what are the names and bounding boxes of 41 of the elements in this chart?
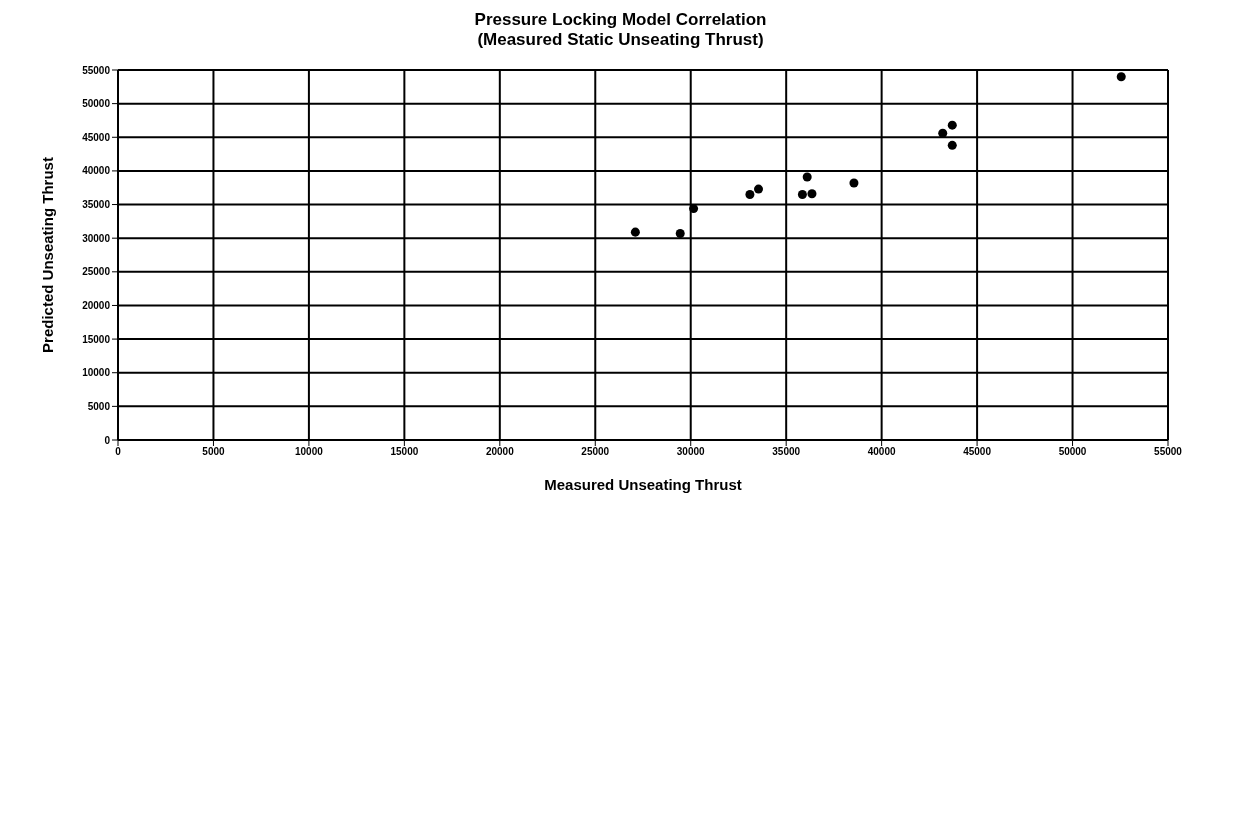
x-tick-label: 35000 (772, 446, 801, 458)
y-tick-label: 30000 (82, 232, 111, 244)
point (802, 172, 812, 182)
y-tick-label: 25000 (82, 266, 111, 278)
point (807, 189, 817, 199)
chart-subtitle: (Measured Static Unseating Thrust) (476, 30, 765, 50)
point (938, 128, 948, 138)
point (689, 204, 699, 214)
y-tick-label: 45000 (82, 131, 111, 143)
x-axis-title: Measured Unseating Thrust (544, 476, 742, 493)
y-axis-title: Predicted Unseating Thrust (39, 157, 57, 353)
x-tick-label: 40000 (867, 446, 896, 458)
x-tick-label: 25000 (581, 446, 610, 458)
point (745, 189, 755, 199)
y-tick-label: 0 (104, 434, 111, 446)
y-tick-label: 55000 (82, 64, 111, 76)
chart-title: Pressure Locking Model Correlation (473, 10, 768, 30)
y-tick-label: 15000 (82, 333, 111, 345)
x-tick-label: 15000 (390, 446, 419, 458)
x-tick-label: 45000 (963, 446, 992, 458)
y-tick-label: 50000 (82, 98, 111, 110)
point (753, 184, 764, 194)
point (947, 140, 957, 150)
y-tick-label: 5000 (87, 400, 111, 412)
x-tick-label: 55000 (1154, 446, 1183, 458)
x-tick-label: 5000 (202, 446, 226, 458)
point (630, 227, 640, 237)
point (1116, 72, 1126, 82)
point (797, 189, 807, 199)
x-tick-label: 30000 (676, 446, 706, 458)
x-tick-label: 20000 (485, 446, 515, 458)
point (947, 120, 957, 130)
y-tick-label: 20000 (82, 300, 111, 311)
y-tick-label: 10000 (82, 367, 111, 379)
y-tick-label: 35000 (82, 199, 111, 211)
x-tick-label: 10000 (295, 446, 324, 458)
point (675, 228, 685, 238)
x-tick-label: 50000 (1058, 446, 1087, 458)
point (849, 178, 859, 188)
y-tick-label: 40000 (82, 165, 111, 177)
x-tick-label: 0 (115, 446, 122, 458)
